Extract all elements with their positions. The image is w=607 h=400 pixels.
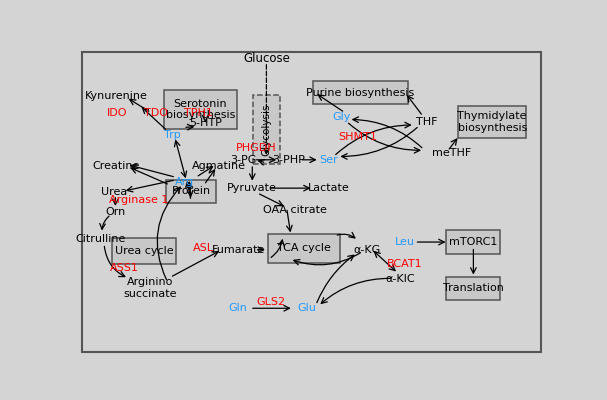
FancyBboxPatch shape <box>268 234 341 263</box>
Text: Fumarate: Fumarate <box>211 245 265 255</box>
FancyBboxPatch shape <box>164 90 237 129</box>
Text: Translation: Translation <box>443 283 504 293</box>
Text: Ser: Ser <box>320 155 338 165</box>
Text: Lactate: Lactate <box>308 183 350 193</box>
Text: 3-PHP: 3-PHP <box>273 155 305 165</box>
Text: ASL: ASL <box>194 243 214 253</box>
Text: Agmatine: Agmatine <box>192 161 246 171</box>
Text: THF: THF <box>416 117 437 127</box>
Text: Leu: Leu <box>395 237 415 247</box>
Text: α-KG: α-KG <box>353 245 380 255</box>
Text: TPH1: TPH1 <box>184 108 212 118</box>
Text: Glu: Glu <box>297 303 316 313</box>
Text: TCA cycle: TCA cycle <box>277 243 331 253</box>
Text: OAA citrate: OAA citrate <box>263 205 327 215</box>
Text: GLS2: GLS2 <box>257 297 286 307</box>
Text: PHGDH: PHGDH <box>236 143 276 153</box>
FancyBboxPatch shape <box>81 52 541 352</box>
Text: Urea: Urea <box>101 187 127 197</box>
Text: Protein: Protein <box>172 186 211 196</box>
Text: Orn: Orn <box>105 207 126 217</box>
Text: Creatine: Creatine <box>92 161 140 171</box>
Text: Arginino
succinate: Arginino succinate <box>123 278 177 299</box>
Text: SHMT1: SHMT1 <box>339 132 378 142</box>
FancyBboxPatch shape <box>166 180 216 203</box>
Text: Pyruvate: Pyruvate <box>228 183 277 193</box>
Text: Glycolysis: Glycolysis <box>262 103 271 156</box>
Text: Arginase 1: Arginase 1 <box>109 194 168 204</box>
Text: Glucose: Glucose <box>243 52 290 65</box>
FancyBboxPatch shape <box>253 95 280 164</box>
Text: Citrulline: Citrulline <box>75 234 126 244</box>
Text: ASS1: ASS1 <box>109 263 138 273</box>
FancyBboxPatch shape <box>446 277 500 300</box>
Text: Trp: Trp <box>164 130 181 140</box>
FancyBboxPatch shape <box>458 106 526 138</box>
Text: Arg: Arg <box>174 177 194 187</box>
Text: 5-HTP: 5-HTP <box>189 118 222 128</box>
Text: mTORC1: mTORC1 <box>449 237 498 247</box>
Text: TDO: TDO <box>144 108 168 118</box>
FancyBboxPatch shape <box>112 238 176 264</box>
Text: 3-PG: 3-PG <box>229 155 256 165</box>
Text: meTHF: meTHF <box>432 148 472 158</box>
Text: α-KIC: α-KIC <box>385 274 415 284</box>
Text: Kynurenine: Kynurenine <box>84 91 148 101</box>
Text: Gln: Gln <box>229 303 248 313</box>
FancyBboxPatch shape <box>446 230 500 254</box>
Text: IDO: IDO <box>107 108 127 118</box>
Text: Purine biosynthesis: Purine biosynthesis <box>307 88 415 98</box>
FancyBboxPatch shape <box>313 81 407 104</box>
Text: BCAT1: BCAT1 <box>387 259 423 269</box>
Text: Gly: Gly <box>333 112 351 122</box>
Text: Serotonin
biosynthesis: Serotonin biosynthesis <box>166 99 236 120</box>
Text: Urea cycle: Urea cycle <box>115 246 174 256</box>
Text: Thymidylate
biosynthesis: Thymidylate biosynthesis <box>458 111 527 133</box>
